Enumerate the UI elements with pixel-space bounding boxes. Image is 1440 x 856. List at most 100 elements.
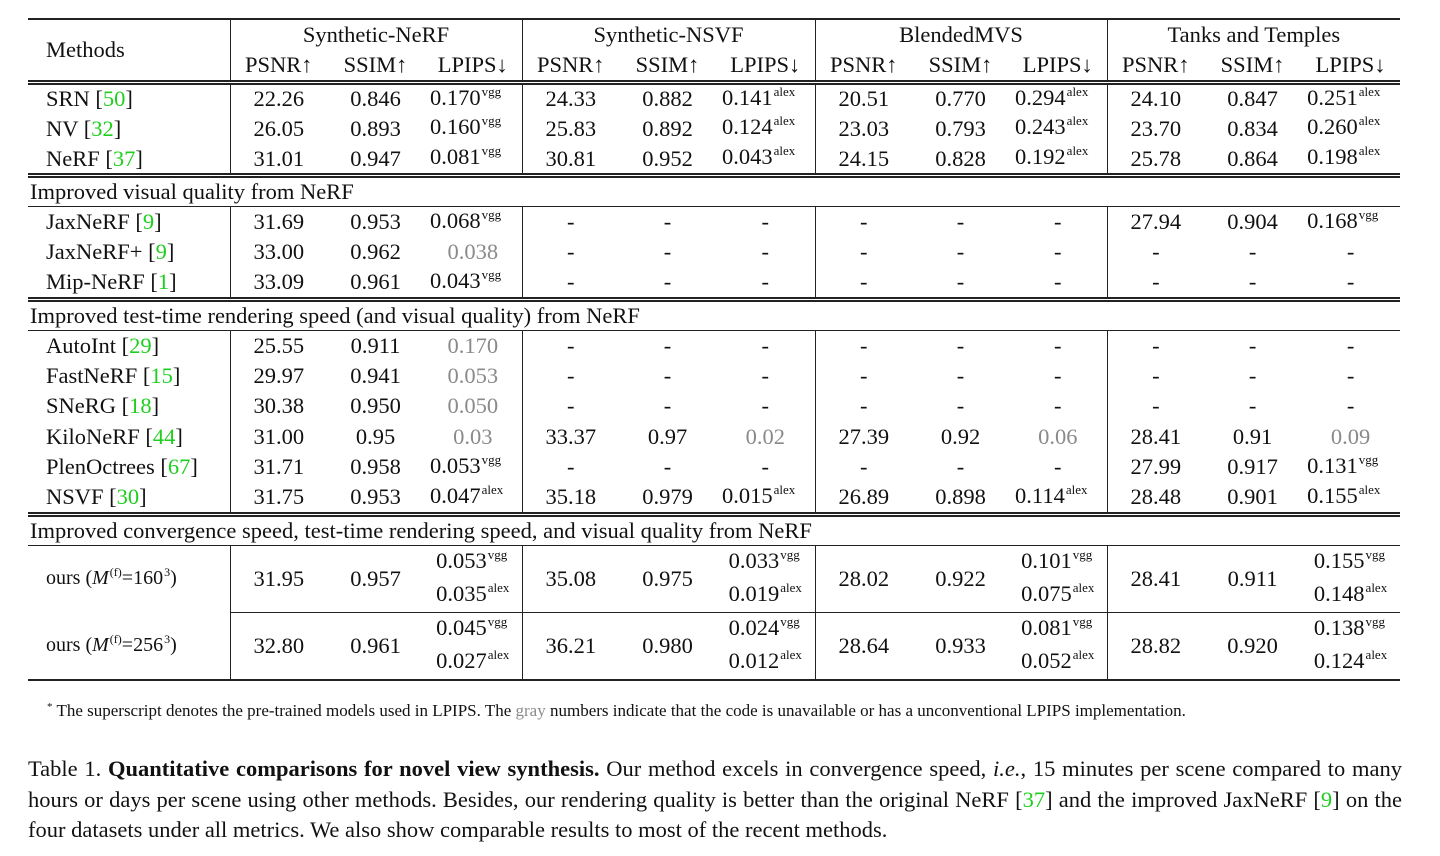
value-cell: 25.55 (229, 330, 327, 361)
value: 30.81 (545, 145, 597, 171)
value: 23.03 (838, 115, 890, 141)
value: - (1346, 393, 1355, 419)
citation-link[interactable]: 1 (157, 269, 170, 294)
value-cell: 24.15 (814, 144, 913, 178)
value-cell: 0.114alex (1009, 482, 1108, 517)
value-cell: 0.922 (912, 545, 1010, 613)
value-cell: - (1009, 452, 1107, 483)
value: - (761, 454, 770, 480)
value-cell: - (912, 361, 1009, 392)
metric-header: PSNR↑ (229, 50, 327, 85)
value: 0.192 (1015, 144, 1066, 169)
citation-link[interactable]: 32 (91, 115, 114, 141)
value-cell: 35.08 (521, 545, 620, 613)
value-cell: 0.155vgg 0.148alex (1301, 545, 1401, 613)
value: 25.83 (545, 115, 597, 141)
value: - (761, 209, 770, 234)
methods-label: Methods (46, 36, 125, 62)
citation-link[interactable]: 37 (1022, 786, 1046, 812)
citation-link[interactable]: 9 (1320, 786, 1333, 812)
method-cell: JaxNeRF+ [9] (46, 239, 175, 265)
value: - (956, 239, 965, 265)
value-cell: 0.898 (912, 482, 1010, 517)
value-cell: - (716, 237, 815, 268)
value: 0.168 (1307, 207, 1358, 233)
value: - (761, 393, 770, 419)
value: 0.251 (1307, 84, 1358, 110)
value-cell: - (1106, 360, 1205, 391)
value-cell: 0.911 (327, 330, 424, 361)
value-cell: 26.05 (229, 113, 327, 144)
value-cell: - (619, 391, 716, 422)
value-cell: 27.94 (1106, 206, 1205, 237)
value: 0.957 (350, 565, 401, 591)
value-cell: - (1009, 237, 1107, 268)
method-cell: ours (M(f)=2563) (28, 612, 230, 681)
value-cell: - (814, 330, 913, 361)
value-cell: 0.053vgg 0.035alex (424, 545, 523, 613)
value-cell: - (521, 391, 620, 422)
value: 0.961 (350, 632, 401, 658)
value: 0.012 (728, 647, 780, 673)
citation-link[interactable]: 67 (167, 454, 191, 480)
value: - (860, 239, 868, 265)
value: - (860, 269, 868, 294)
results-table: Methods Synthetic-NeRF Synthetic-NSVF Blend… (28, 18, 1401, 681)
value-cell: 0.251alex (1307, 83, 1381, 110)
citation-link[interactable]: 37 (112, 145, 136, 171)
value-cell: 24.33 (521, 82, 620, 114)
value: - (567, 332, 575, 358)
value-cell: - (814, 452, 913, 483)
dataset-header: BlendedMVS (814, 18, 1108, 50)
value: 31.75 (253, 484, 305, 509)
value-cell: 0.043vgg (424, 267, 523, 302)
table-row: NeRF [37] 31.01 0.947 0.081vgg 30.81 0.952 0.0… (28, 143, 1401, 178)
value-cell: 0.124alex (722, 113, 796, 140)
value: 27.94 (1130, 209, 1182, 234)
metric-header: PSNR↑ (521, 50, 620, 85)
value: 33.09 (253, 269, 305, 294)
value-cell: - (1204, 330, 1301, 361)
value-cell: 0.953 (327, 207, 424, 238)
metric-label: SSIM↑ (635, 51, 700, 77)
value: 0.847 (1227, 86, 1278, 111)
method-name: NV (46, 115, 79, 141)
value: 0.160 (430, 114, 481, 140)
metric-header: SSIM↑ (619, 50, 717, 85)
citation-link[interactable]: 29 (129, 332, 152, 358)
value: - (1054, 393, 1062, 419)
value: - (1346, 332, 1355, 358)
citation-link[interactable]: 44 (152, 423, 176, 449)
value: 0.053 (430, 452, 481, 478)
value-cell: 28.48 (1106, 482, 1205, 517)
citation-link[interactable]: 18 (129, 393, 152, 419)
value-cell: - (1009, 391, 1107, 422)
dataset-name: Tanks and Temples (1167, 22, 1341, 47)
value: 0.050 (447, 393, 499, 419)
value-cell: 0.980 (619, 612, 717, 681)
citation-link[interactable]: 9 (142, 209, 155, 234)
citation-link[interactable]: 15 (150, 362, 173, 388)
value-cell: 0.975 (619, 545, 717, 613)
value: 0.138 (1313, 614, 1365, 640)
value-cell: 23.70 (1106, 113, 1205, 144)
value-cell: 0.947 (327, 144, 424, 178)
value-cell: - (619, 207, 716, 238)
metric-header: PSNR↑ (1106, 50, 1205, 85)
value-cell: 0.024vgg 0.012alex (716, 612, 816, 681)
citation-link[interactable]: 9 (155, 239, 167, 265)
value-cell: 0.081vgg 0.052alex (1009, 612, 1108, 681)
value-cell: - (1106, 237, 1205, 268)
citation-link[interactable]: 50 (102, 86, 126, 111)
metric-header: LPIPS↓ (716, 50, 816, 85)
value-cell: - (619, 452, 716, 483)
dataset-name: BlendedMVS (899, 22, 1023, 47)
value-cell: 28.41 (1106, 545, 1205, 613)
value-cell: 0.053vgg (430, 451, 502, 478)
value-cell: - (912, 391, 1009, 422)
citation-link[interactable]: 30 (116, 484, 140, 509)
value: - (663, 209, 672, 234)
value-cell: 36.21 (521, 612, 620, 681)
value: 28.41 (1130, 423, 1182, 449)
value-cell: - (521, 206, 620, 237)
